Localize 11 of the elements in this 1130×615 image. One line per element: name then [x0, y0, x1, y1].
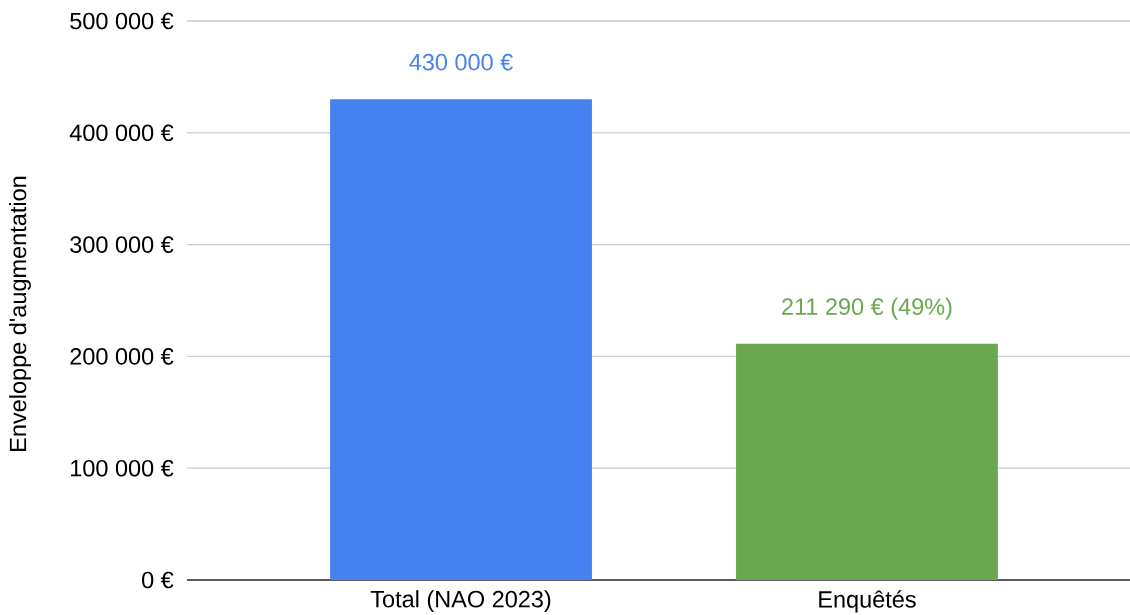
data-label: 211 290 € (49%)	[782, 297, 952, 320]
x-tick-label: Total (NAO 2023)	[370, 590, 551, 613]
y-tick-label: 200 000 €	[70, 348, 174, 365]
y-tick-label: 400 000 €	[69, 124, 174, 142]
y-tick-label: 0 €	[142, 571, 174, 589]
x-tick-label: Enquêtés	[819, 590, 916, 613]
y-tick-label: 300 000 €	[70, 236, 174, 253]
y-tick-label: 500 000 €	[70, 12, 174, 30]
data-label: 430 000 €	[409, 53, 513, 71]
y-axis-title: Enveloppe d'augmentation	[9, 176, 31, 451]
y-tick-label: 100 000 €	[71, 459, 174, 477]
